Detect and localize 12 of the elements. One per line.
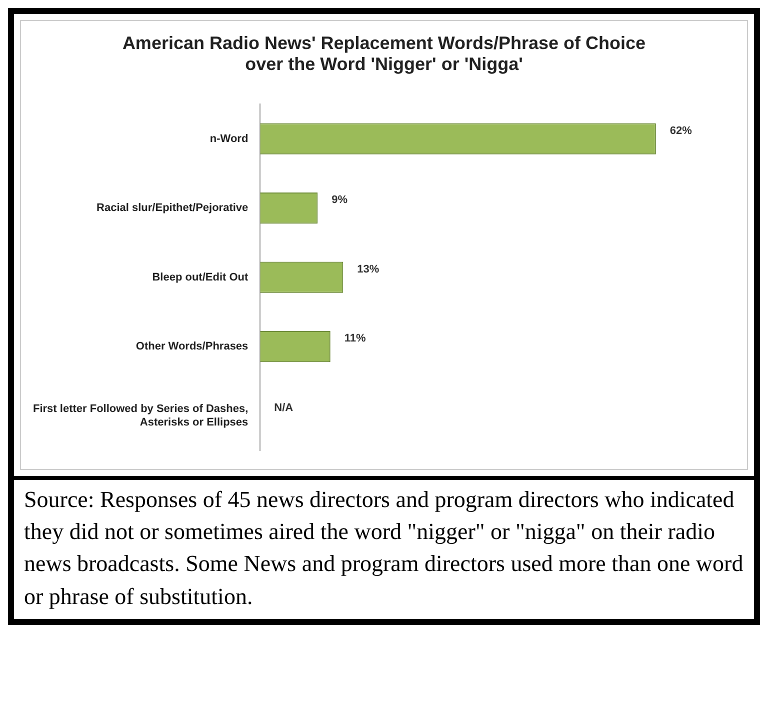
y-tick-label: n-Word: [210, 132, 248, 145]
y-tick-label: Racial slur/Epithet/Pejorative: [96, 202, 248, 214]
source-note: Source: Responses of 45 news directors and program directors who indicated they did not or sometimes aired the word "nigger" or "nigga" on their radio news broadcasts. Some News and program directors used more than one word or phrase of substitution.: [14, 476, 754, 619]
y-tick-label: Other Words/Phrases: [136, 340, 248, 353]
y-tick-label: Bleep out/Edit Out: [152, 271, 248, 284]
chart-title: American Radio News' Replacement Words/Phrase of Choice over the Word 'Nigger' or 'Nigga': [121, 32, 647, 76]
text: N/A: [274, 402, 294, 414]
data-label: 9%: [332, 194, 348, 206]
data-label: 13%: [357, 263, 380, 276]
data-label: 62%: [670, 124, 692, 137]
y-tick-label: First letter Followed by Series of Dashes, Asterisks or Ellipses: [33, 403, 248, 428]
data-label: 11%: [344, 332, 366, 345]
